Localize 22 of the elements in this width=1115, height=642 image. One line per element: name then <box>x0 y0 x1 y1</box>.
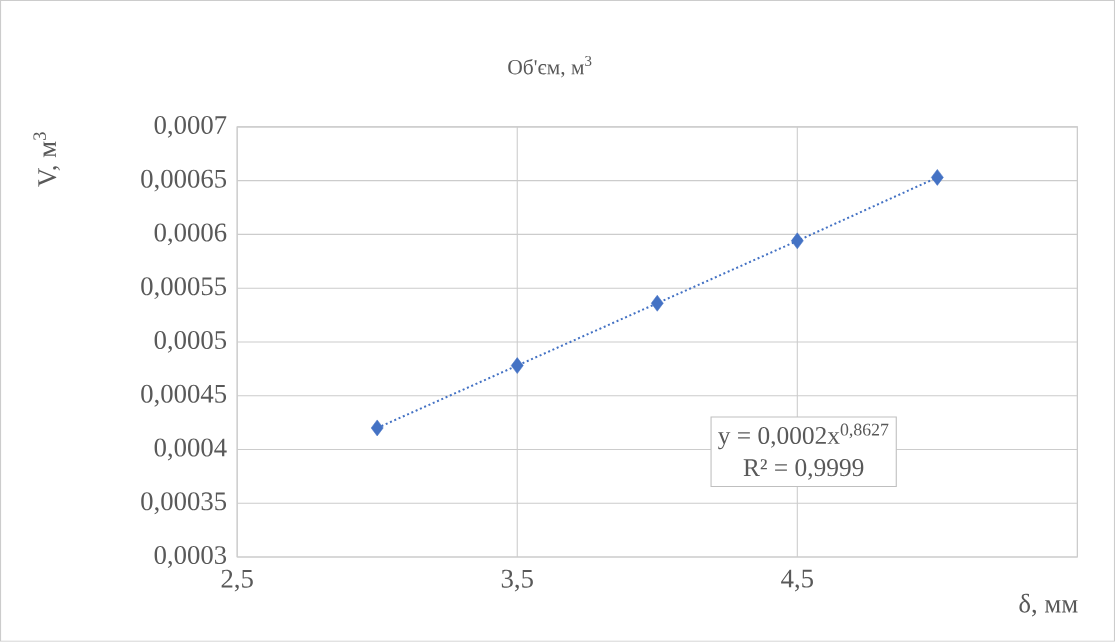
point <box>931 169 944 186</box>
point <box>510 357 524 374</box>
annotation: y = 0,0002x$^{0,8627}$ <box>718 423 889 450</box>
x-tick-label: 3,5 <box>501 569 533 592</box>
point <box>370 419 384 437</box>
y-tick-label: 0,00065 <box>141 169 227 192</box>
x-tick-label: 2,5 <box>221 569 253 592</box>
y-tick-label: 0,00055 <box>141 277 227 300</box>
x-tick-label: 4,5 <box>781 569 813 592</box>
y-axis-title: V, м$^{3}$ <box>33 132 60 187</box>
y-tick-label: 0,00045 <box>141 384 227 407</box>
y-tick-label: 0,0006 <box>154 223 227 246</box>
annotation: R² = 0,9999 <box>743 459 864 480</box>
point <box>791 232 804 250</box>
y-tick-label: 0,0003 <box>154 546 227 569</box>
y-tick-label: 0,00035 <box>141 492 227 515</box>
y-tick-label: 0,0004 <box>154 438 227 461</box>
y-tick-label: 0,0007 <box>154 116 227 138</box>
point <box>650 295 664 312</box>
chart-title: Об'єм, м$^{3}$ <box>508 56 592 78</box>
y-tick-label: 0,0005 <box>154 331 227 353</box>
x-axis-title: δ, мм <box>1019 593 1078 617</box>
